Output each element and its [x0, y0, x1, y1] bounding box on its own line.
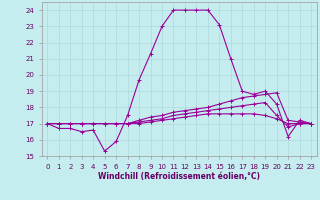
X-axis label: Windchill (Refroidissement éolien,°C): Windchill (Refroidissement éolien,°C)	[98, 172, 260, 181]
